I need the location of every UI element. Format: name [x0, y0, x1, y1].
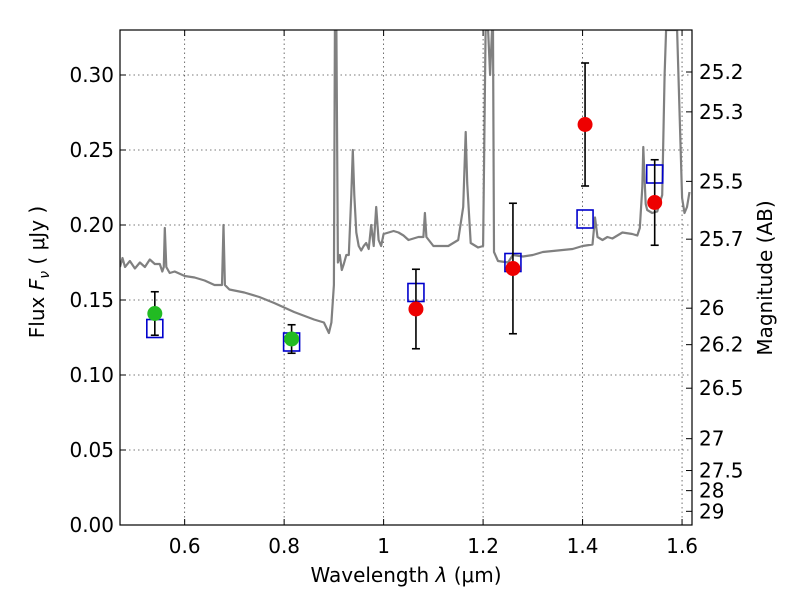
plot-series: [120, 30, 691, 355]
red-data-point: [505, 261, 521, 276]
grid-lines: [120, 30, 692, 526]
y-tick-label: 0.00: [69, 513, 114, 537]
x-tick-label: 1: [377, 534, 390, 558]
magnitude-tick-label: 26.5: [699, 376, 744, 400]
magnitude-tick-label: 25.7: [699, 227, 744, 251]
x-tick-label: 1.6: [666, 534, 698, 558]
x-tick-label: 1.2: [467, 534, 499, 558]
green-data-point: [284, 331, 300, 347]
y-tick-label: 0.05: [69, 438, 114, 462]
y-tick-label: 0.10: [69, 363, 114, 387]
magnitude-tick-label: 29: [699, 499, 724, 523]
y-tick-label: 0.30: [69, 63, 114, 87]
magnitude-tick-label: 26: [699, 296, 724, 320]
right-axis-title: Magnitude (AB): [753, 200, 777, 355]
x-tick-label: 0.8: [268, 534, 300, 558]
spectrum-line: [120, 30, 691, 335]
plot-frame: [119, 29, 693, 526]
y-tick-label: 0.20: [69, 213, 114, 237]
x-tick-label: 1.4: [567, 534, 599, 558]
magnitude-tick-label: 26.2: [699, 333, 744, 357]
y-tick-label: 0.15: [69, 288, 114, 312]
magnitude-tick-label: 27: [699, 427, 724, 451]
y-axis-title: Flux Fν ( μJy ): [25, 206, 53, 338]
magnitude-tick-label: 25.5: [699, 169, 744, 193]
green-data-point: [147, 306, 163, 321]
axis-ticks: 0.6 0.8 1 1.2 1.4 1.6 0.00 0.05 0.10 0.15 0.20 0.25…: [69, 30, 744, 558]
x-tick-label: 0.6: [169, 534, 201, 558]
red-data-point: [577, 117, 593, 132]
red-data-point: [408, 301, 424, 317]
x-axis-title: Wavelength λ (μm): [310, 563, 501, 587]
magnitude-tick-label: 27.5: [699, 459, 744, 483]
red-data-point: [647, 195, 663, 210]
magnitude-tick-label: 28: [699, 479, 724, 503]
magnitude-tick-label: 25.3: [699, 100, 744, 124]
magnitude-tick-label: 25.2: [699, 60, 744, 84]
y-tick-label: 0.25: [69, 138, 114, 162]
model-square-marker: [576, 209, 594, 229]
